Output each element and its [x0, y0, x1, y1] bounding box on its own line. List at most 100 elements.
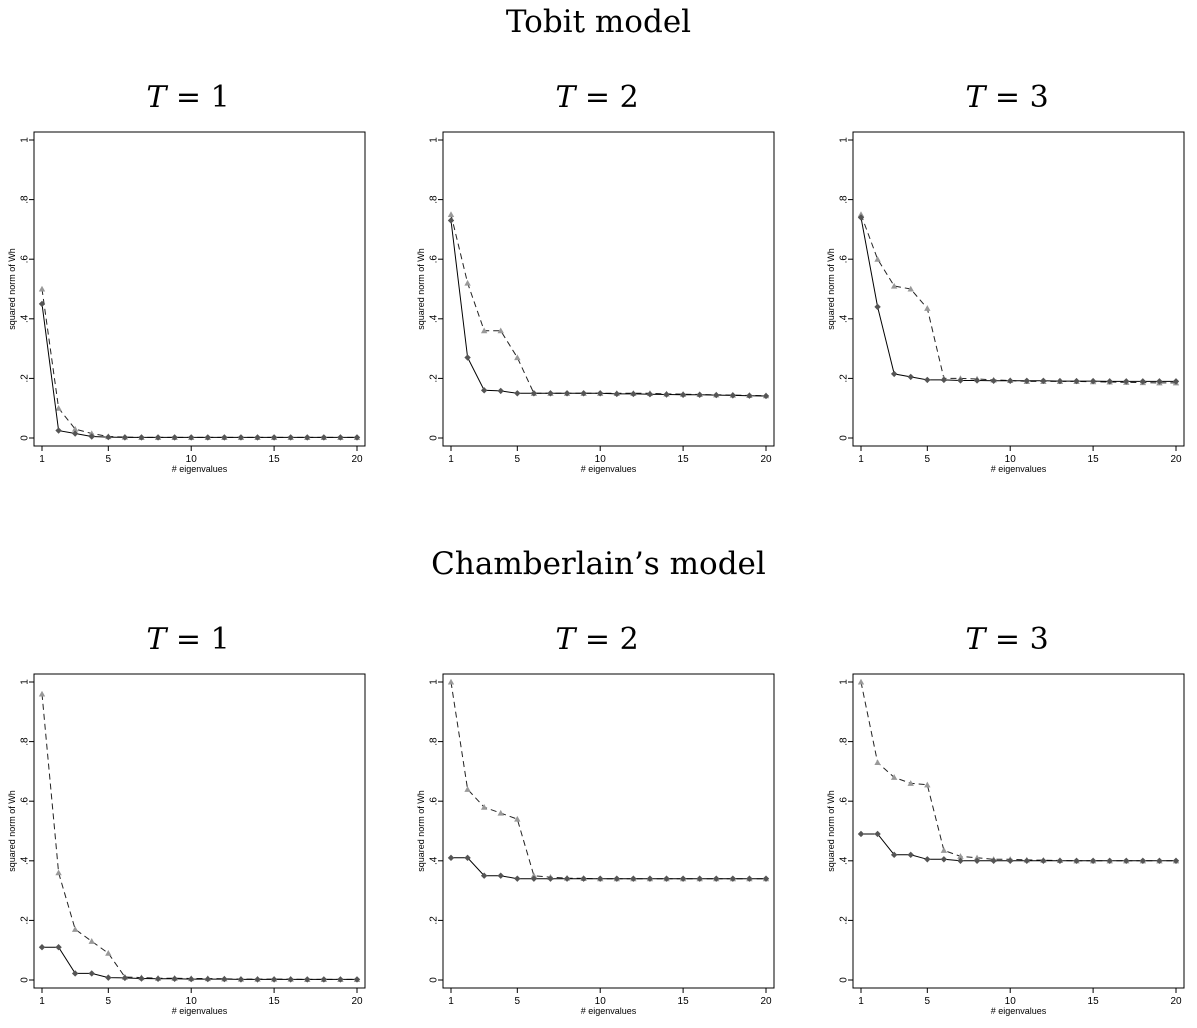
data-point-diamond	[221, 434, 228, 441]
y-tick-label: .8	[429, 195, 440, 204]
y-tick-label: .6	[20, 255, 31, 264]
data-point-triangle	[464, 786, 471, 792]
data-point-diamond	[55, 944, 62, 951]
x-tick-label: 20	[1170, 996, 1182, 1007]
x-axis-label: # eigenvalues	[581, 1006, 637, 1016]
data-point-triangle	[957, 853, 964, 859]
y-tick-label: .8	[429, 737, 440, 746]
data-point-diamond	[138, 975, 145, 982]
y-tick-label: .2	[839, 916, 850, 925]
dashed-series-line	[41, 288, 357, 438]
data-point-diamond	[105, 433, 112, 441]
y-tick-label: .2	[20, 916, 31, 925]
data-point-triangle	[447, 211, 455, 218]
data-point-diamond	[696, 391, 703, 398]
data-point-diamond	[630, 390, 637, 398]
data-point-diamond	[663, 391, 670, 398]
data-point-triangle	[480, 803, 488, 810]
data-point-triangle	[105, 949, 112, 956]
solid-series-line	[861, 833, 1176, 862]
x-tick-label: 5	[925, 454, 931, 465]
data-point-diamond	[1106, 378, 1113, 385]
y-tick-label: .8	[839, 195, 850, 204]
y-tick-label: 1	[839, 679, 850, 685]
x-tick-label: 5	[515, 454, 521, 465]
y-axis-label: squared norm of Wh	[7, 790, 17, 872]
dashed-series-line	[450, 214, 767, 397]
data-point-diamond	[547, 875, 554, 882]
data-point-diamond	[762, 875, 770, 882]
y-tick-label: 1	[429, 137, 440, 143]
data-point-diamond	[514, 390, 521, 397]
plot-frame	[852, 673, 1185, 989]
data-point-diamond	[88, 970, 95, 977]
solid-series-line	[41, 303, 357, 438]
data-point-diamond	[154, 975, 162, 983]
data-point-diamond	[973, 377, 981, 384]
x-axis-label: # eigenvalues	[172, 464, 228, 474]
x-tick-label: 20	[1170, 454, 1182, 465]
y-axis-label: squared norm of Wh	[7, 248, 17, 330]
data-point-triangle	[464, 279, 471, 286]
y-axis-label: squared norm of Wh	[416, 248, 426, 330]
data-point-diamond	[171, 434, 178, 441]
y-tick-label: .2	[20, 374, 31, 383]
data-point-diamond	[940, 376, 948, 384]
x-tick-label: 20	[351, 996, 363, 1007]
data-point-diamond	[254, 434, 261, 441]
data-point-diamond	[762, 392, 770, 400]
panel-title: T = 3	[965, 80, 1049, 115]
data-point-triangle	[71, 926, 79, 932]
y-tick-label: .6	[429, 255, 440, 264]
y-tick-label: .6	[429, 797, 440, 806]
data-point-diamond	[447, 854, 455, 862]
data-point-triangle	[857, 678, 865, 685]
data-point-diamond	[514, 875, 521, 882]
data-point-diamond	[464, 354, 471, 361]
data-point-triangle	[480, 327, 488, 334]
data-point-diamond	[188, 434, 195, 441]
data-point-diamond	[924, 376, 931, 384]
data-point-triangle	[447, 678, 455, 685]
data-point-diamond	[121, 974, 129, 982]
y-tick-label: 0	[839, 435, 850, 441]
data-point-diamond	[990, 857, 997, 864]
y-tick-label: .2	[429, 374, 440, 383]
data-point-diamond	[973, 857, 981, 864]
x-tick-label: 15	[1088, 996, 1100, 1007]
plot-frame	[442, 673, 775, 989]
x-tick-label: 15	[269, 996, 281, 1007]
data-point-diamond	[679, 391, 687, 398]
data-point-diamond	[71, 970, 79, 977]
y-tick-label: 1	[20, 679, 31, 685]
x-tick-label: 1	[858, 996, 864, 1007]
x-tick-label: 10	[1005, 996, 1017, 1007]
data-point-diamond	[1156, 378, 1163, 385]
x-tick-label: 10	[1005, 454, 1017, 465]
y-tick-label: .8	[20, 737, 31, 746]
y-tick-label: 0	[20, 977, 31, 983]
data-point-diamond	[924, 856, 931, 863]
y-axis-label: squared norm of Wh	[416, 790, 426, 872]
y-tick-label: 1	[429, 679, 440, 685]
panel-title: T = 2	[555, 622, 639, 657]
data-point-triangle	[973, 854, 981, 861]
y-tick-label: .4	[839, 856, 850, 865]
data-point-diamond	[121, 434, 129, 441]
x-tick-label: 10	[186, 454, 198, 465]
y-tick-label: .8	[20, 195, 31, 204]
data-point-diamond	[480, 387, 488, 394]
data-point-diamond	[563, 875, 571, 882]
x-tick-label: 20	[351, 454, 363, 465]
solid-series-line	[42, 946, 357, 980]
data-point-diamond	[497, 387, 504, 395]
y-tick-label: 0	[839, 977, 850, 983]
data-point-diamond	[171, 975, 178, 983]
x-tick-label: 1	[39, 454, 45, 465]
x-tick-label: 20	[760, 996, 772, 1007]
data-point-diamond	[890, 370, 898, 378]
